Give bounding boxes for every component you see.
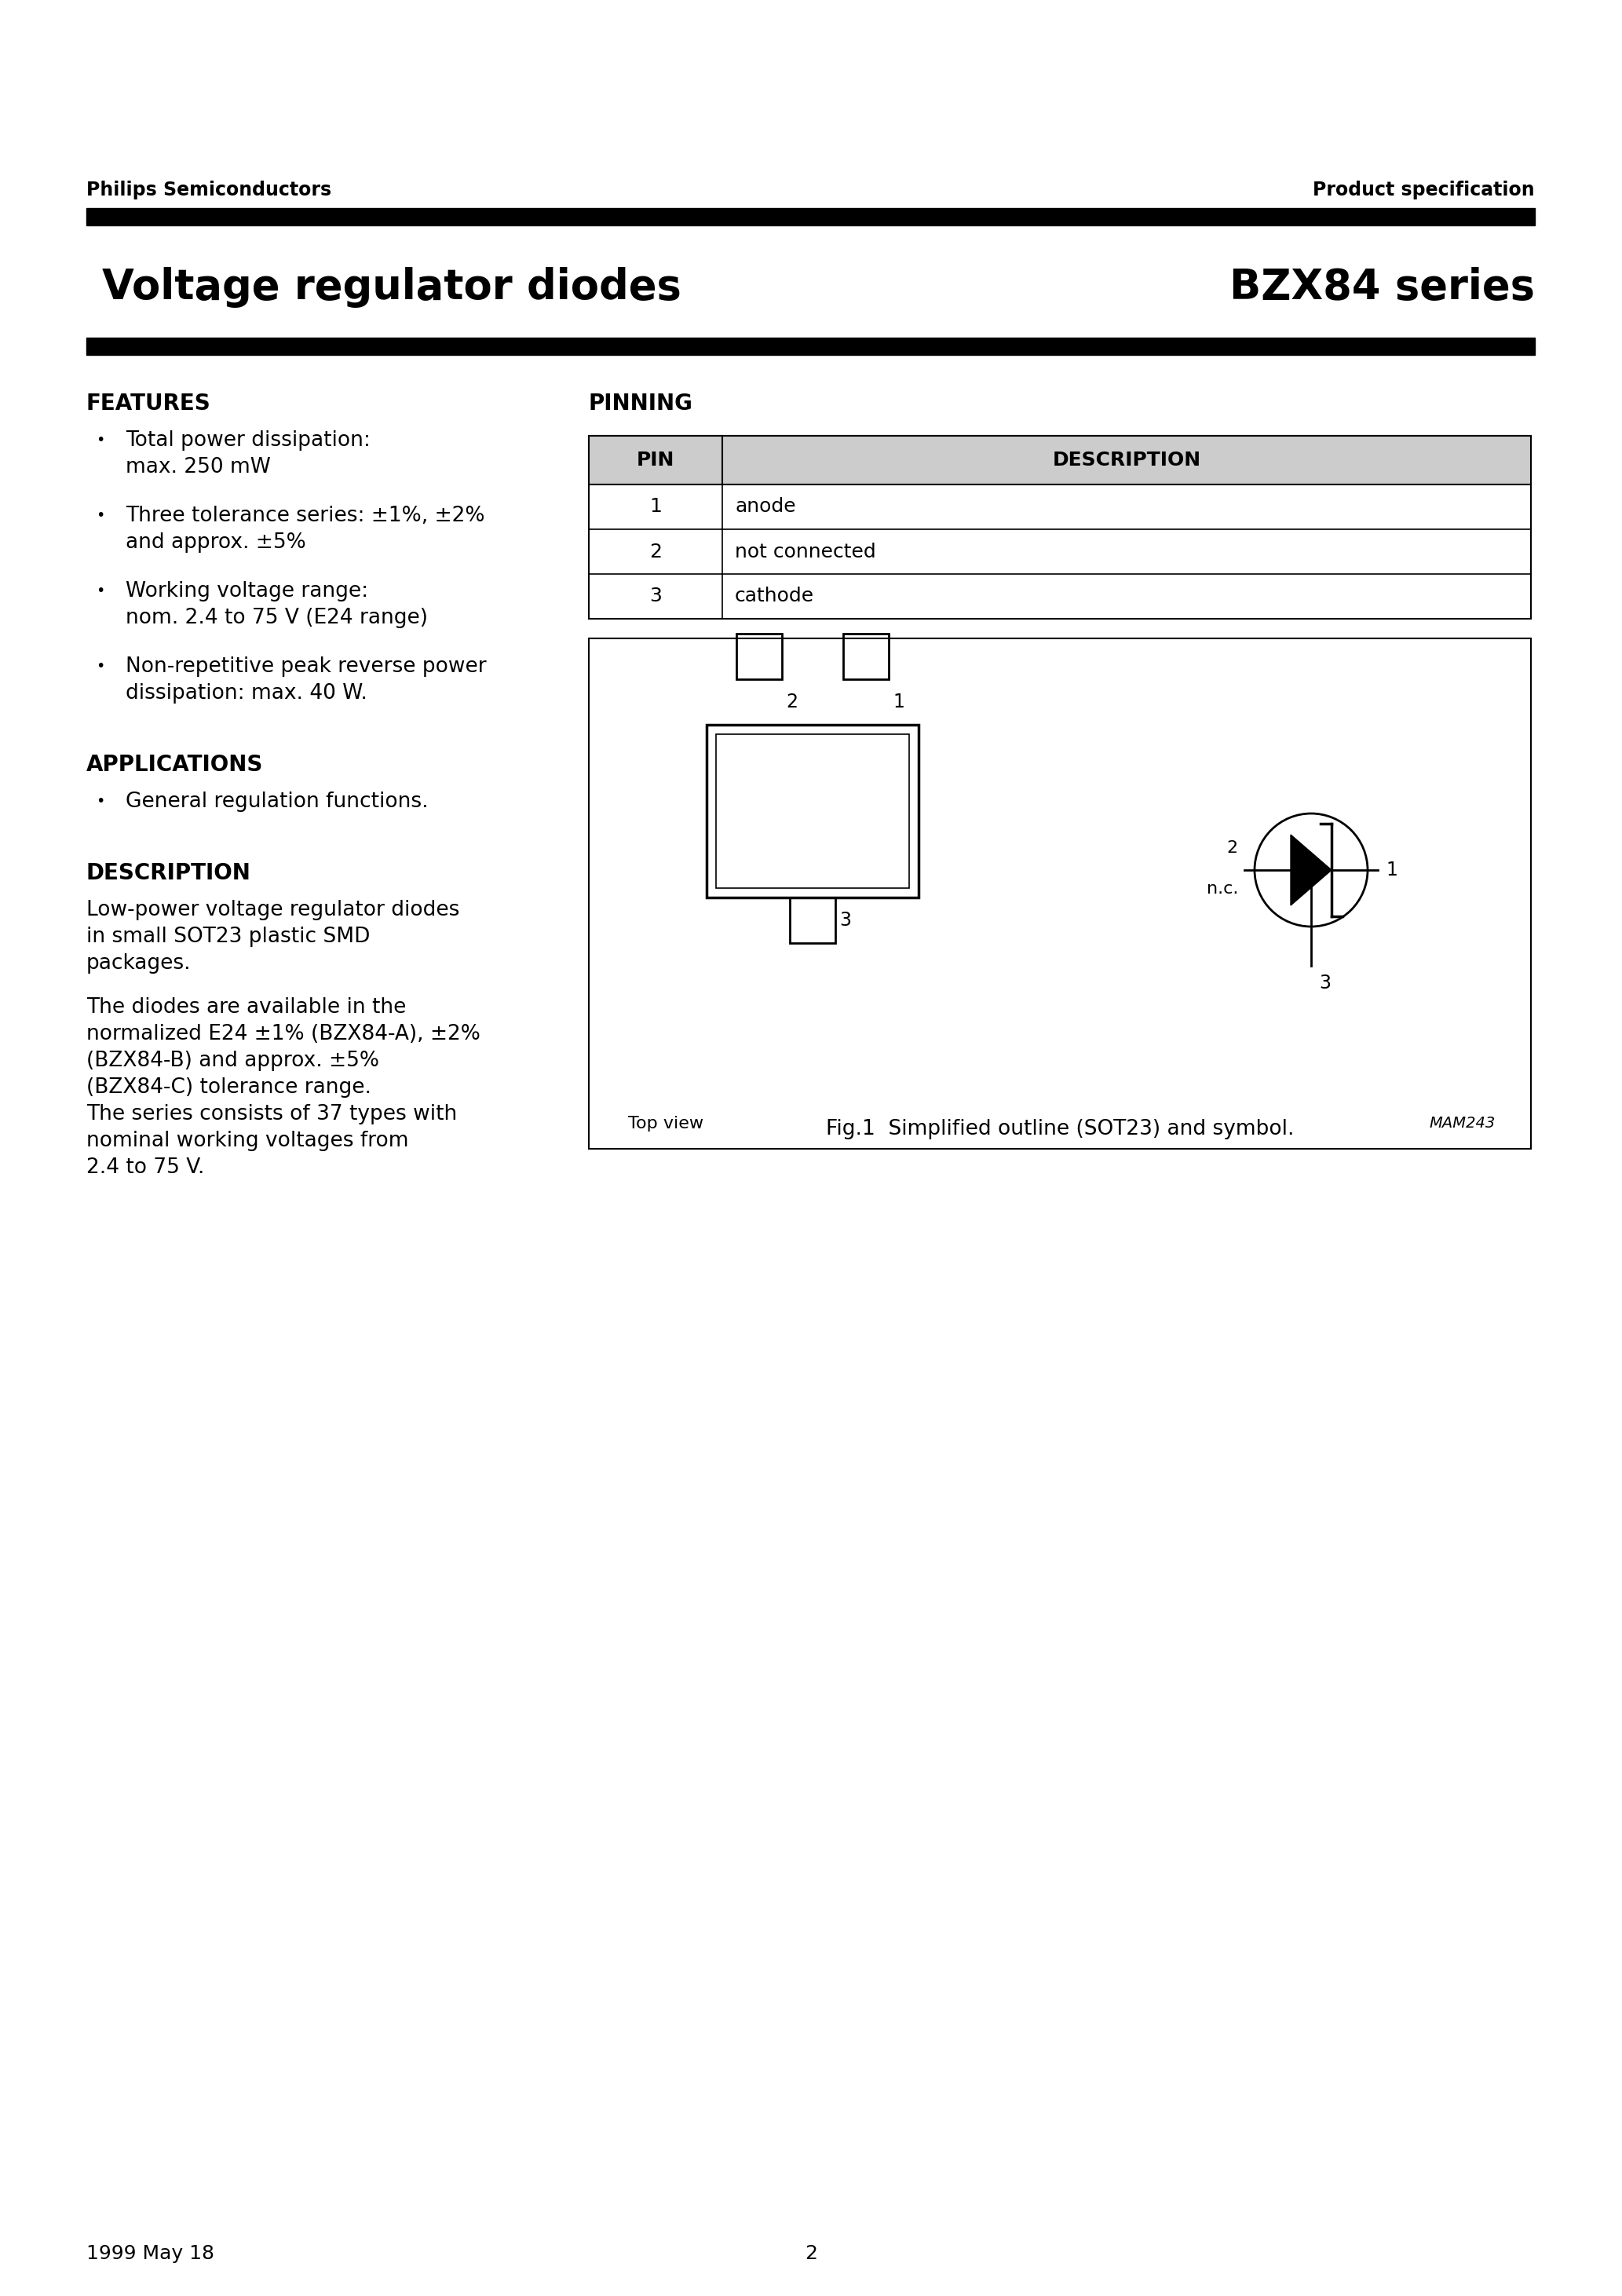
Text: cathode: cathode: [735, 588, 814, 606]
Text: 1: 1: [1385, 861, 1398, 879]
Text: n.c.: n.c.: [1207, 882, 1238, 898]
Text: dissipation: max. 40 W.: dissipation: max. 40 W.: [125, 684, 367, 703]
Text: DESCRIPTION: DESCRIPTION: [86, 863, 251, 884]
Text: packages.: packages.: [86, 953, 191, 974]
Text: Product specification: Product specification: [1312, 181, 1534, 200]
Text: DESCRIPTION: DESCRIPTION: [1053, 450, 1200, 471]
Polygon shape: [1291, 836, 1332, 905]
Bar: [589, 436, 1531, 618]
Text: APPLICATIONS: APPLICATIONS: [86, 753, 263, 776]
Text: (BZX84-C) tolerance range.: (BZX84-C) tolerance range.: [86, 1077, 371, 1097]
Bar: [736, 634, 782, 680]
Bar: [715, 735, 910, 889]
Text: •: •: [96, 794, 105, 808]
Text: Three tolerance series: ±1%, ±2%: Three tolerance series: ±1%, ±2%: [125, 505, 485, 526]
Text: •: •: [96, 659, 105, 673]
Text: Working voltage range:: Working voltage range:: [125, 581, 368, 602]
Text: Voltage regulator diodes: Voltage regulator diodes: [102, 266, 681, 308]
Bar: [86, 209, 1534, 225]
Text: 1: 1: [649, 498, 662, 517]
Text: Non-repetitive peak reverse power: Non-repetitive peak reverse power: [125, 657, 487, 677]
Text: Fig.1  Simplified outline (SOT23) and symbol.: Fig.1 Simplified outline (SOT23) and sym…: [826, 1118, 1294, 1139]
Text: General regulation functions.: General regulation functions.: [125, 792, 428, 813]
Text: 2: 2: [787, 693, 798, 712]
Text: 1: 1: [892, 693, 905, 712]
Bar: [707, 726, 918, 898]
Text: BZX84 series: BZX84 series: [1229, 266, 1534, 308]
Text: PINNING: PINNING: [589, 393, 693, 416]
Bar: [589, 436, 1531, 484]
Text: 2: 2: [649, 542, 662, 560]
Text: nom. 2.4 to 75 V (E24 range): nom. 2.4 to 75 V (E24 range): [125, 608, 428, 629]
Text: 2: 2: [1226, 840, 1238, 856]
Text: 3: 3: [649, 588, 662, 606]
Text: (BZX84-B) and approx. ±5%: (BZX84-B) and approx. ±5%: [86, 1052, 380, 1070]
Text: normalized E24 ±1% (BZX84-A), ±2%: normalized E24 ±1% (BZX84-A), ±2%: [86, 1024, 480, 1045]
Text: •: •: [96, 583, 105, 599]
Text: •: •: [96, 432, 105, 448]
Text: and approx. ±5%: and approx. ±5%: [125, 533, 307, 553]
Text: 3: 3: [839, 912, 852, 930]
Bar: [589, 638, 1531, 1148]
Text: FEATURES: FEATURES: [86, 393, 211, 416]
Text: 3: 3: [1319, 974, 1330, 992]
Text: 2: 2: [805, 2243, 817, 2264]
Text: anode: anode: [735, 498, 796, 517]
Text: MAM243: MAM243: [1429, 1116, 1495, 1130]
Text: The diodes are available in the: The diodes are available in the: [86, 996, 406, 1017]
Text: Total power dissipation:: Total power dissipation:: [125, 429, 370, 450]
Bar: [790, 898, 835, 944]
Text: in small SOT23 plastic SMD: in small SOT23 plastic SMD: [86, 928, 370, 946]
Text: 1999 May 18: 1999 May 18: [86, 2243, 214, 2264]
Text: •: •: [96, 507, 105, 523]
Text: nominal working voltages from: nominal working voltages from: [86, 1130, 409, 1150]
Text: 2.4 to 75 V.: 2.4 to 75 V.: [86, 1157, 204, 1178]
Bar: [86, 338, 1534, 356]
Text: The series consists of 37 types with: The series consists of 37 types with: [86, 1104, 457, 1125]
Bar: [843, 634, 889, 680]
Text: Philips Semiconductors: Philips Semiconductors: [86, 181, 331, 200]
Text: Top view: Top view: [628, 1116, 704, 1132]
Text: Low-power voltage regulator diodes: Low-power voltage regulator diodes: [86, 900, 459, 921]
Text: max. 250 mW: max. 250 mW: [125, 457, 271, 478]
Text: not connected: not connected: [735, 542, 876, 560]
Text: PIN: PIN: [636, 450, 675, 471]
